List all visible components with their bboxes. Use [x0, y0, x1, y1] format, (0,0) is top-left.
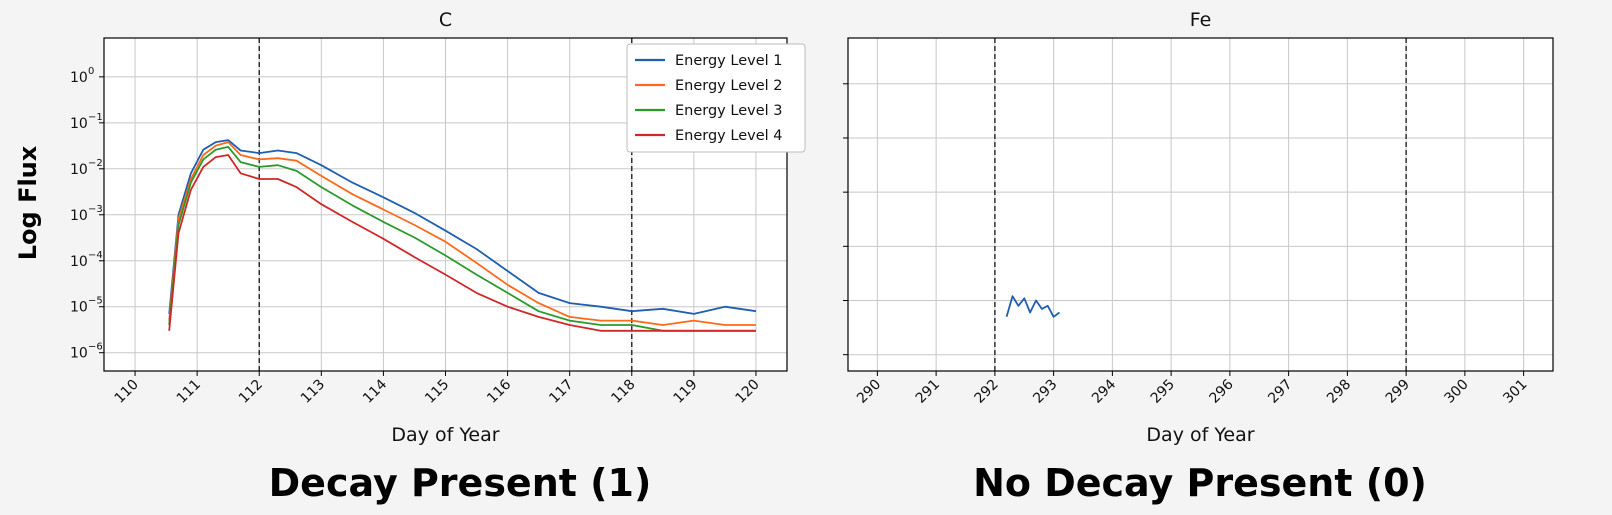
y-tick-label: 10 [70, 70, 88, 86]
x-tick-label: 119 [670, 377, 700, 407]
x-tick-label: 295 [1148, 377, 1178, 407]
y-tick-label: 10 [70, 208, 88, 224]
chart-title: C [439, 9, 452, 31]
x-tick-label: 115 [422, 377, 452, 407]
x-axis-label: Day of Year [391, 424, 499, 446]
x-tick-label: 296 [1206, 376, 1236, 406]
y-tick-label: 10 [70, 300, 88, 316]
legend-label: Energy Level 2 [675, 78, 782, 94]
x-tick-label: 117 [546, 377, 576, 407]
chart-title: Fe [1190, 9, 1212, 31]
plot-area [848, 38, 1553, 371]
series-line-3 [168, 146, 756, 332]
x-tick-label: 291 [913, 377, 943, 407]
legend-label: Energy Level 3 [675, 103, 782, 119]
y-axis-label: Log Flux [14, 145, 42, 260]
x-tick-label: 301 [1500, 377, 1530, 407]
y-tick-exponent: −6 [88, 342, 103, 353]
x-tick-label: 290 [854, 377, 884, 407]
chart-fe: 290 291 292 293 294 295 296 297 298 299 300 301 Fe Da… [843, 9, 1554, 446]
x-tick-label: 114 [360, 376, 390, 406]
y-tick-label: 10 [70, 116, 88, 132]
x-tick-label: 110 [112, 377, 142, 407]
x-tick-label: 294 [1089, 376, 1119, 406]
x-tick-label: 299 [1383, 377, 1413, 407]
x-tick-label: 111 [174, 377, 204, 407]
x-tick-label: 120 [733, 377, 763, 407]
x-tick-label: 300 [1441, 377, 1471, 407]
x-tick-label: 116 [484, 376, 514, 406]
series-line-2 [168, 141, 756, 326]
y-tick-label: 10 [70, 162, 88, 178]
legend [626, 43, 806, 153]
y-tick-exponent: −4 [88, 250, 103, 261]
legend-label: Energy Level 1 [675, 53, 782, 69]
x-tick-label: 113 [298, 377, 328, 407]
y-tick-exponent: −2 [88, 158, 103, 169]
axes-frame [847, 37, 1554, 372]
series-line-1 [168, 139, 757, 315]
caption-no-decay-present: No Decay Present (0) [973, 461, 1427, 505]
y-tick-exponent: −1 [88, 112, 103, 123]
y-tick-label: 10 [70, 254, 88, 270]
x-tick-label: 118 [608, 377, 638, 407]
series-line-4 [168, 154, 756, 332]
y-tick-exponent: 0 [88, 66, 94, 77]
y-tick-label: 10 [70, 346, 88, 362]
y-tick-exponent: −5 [88, 296, 103, 307]
x-axis-label: Day of Year [1146, 424, 1254, 446]
series-line-1 [1005, 295, 1061, 318]
caption-decay-present: Decay Present (1) [268, 461, 652, 505]
x-tick-label: 298 [1324, 377, 1354, 407]
x-tick-label: 297 [1265, 377, 1295, 407]
x-tick-label: 112 [236, 377, 266, 407]
legend-label: Energy Level 4 [675, 128, 782, 144]
x-tick-label: 293 [1030, 377, 1060, 407]
y-tick-exponent: −3 [88, 204, 103, 215]
x-tick-label: 292 [971, 377, 1001, 407]
